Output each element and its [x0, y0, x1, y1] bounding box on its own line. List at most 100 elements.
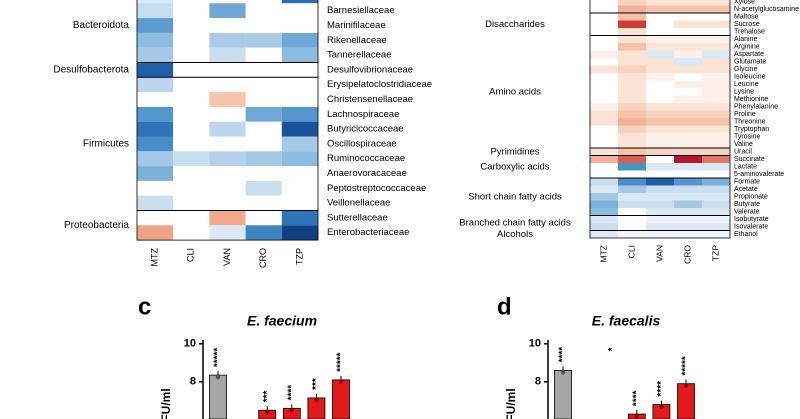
heatmap-cell — [646, 20, 674, 28]
heatmap-cell — [281, 3, 318, 19]
heatmap-cell — [245, 32, 282, 48]
row-label: Butyrate — [734, 201, 760, 208]
chart-title: E. faecalis — [592, 313, 661, 329]
heatmap-cell — [281, 32, 318, 48]
heatmap-cell — [137, 32, 174, 48]
row-label: Tyrosine — [734, 134, 761, 141]
heatmap-cell — [702, 140, 730, 148]
heatmap-cell — [618, 103, 646, 111]
heatmap-cell — [674, 200, 702, 208]
column-label: MTZ — [598, 245, 608, 262]
heatmap-cell — [173, 32, 210, 48]
heatmap-cell — [173, 121, 210, 137]
y-axis-label: FU/ml — [159, 388, 173, 419]
heatmap-cell — [646, 50, 674, 58]
heatmap-cell — [209, 0, 246, 4]
heatmap-cell — [618, 208, 646, 216]
heatmap-cell — [173, 136, 210, 152]
heatmap-cell — [281, 180, 318, 196]
heatmap-cell — [674, 110, 702, 118]
heatmap-cell — [590, 230, 618, 238]
heatmap-cell — [702, 110, 730, 118]
heatmap-cell — [646, 118, 674, 126]
heatmap-cell — [646, 178, 674, 186]
row-label: Tannerellaceae — [327, 50, 391, 61]
heatmap-cell — [646, 125, 674, 133]
significance-label: *** — [311, 378, 322, 390]
heatmap-border — [589, 0, 731, 239]
heatmap-cell — [245, 195, 282, 211]
heatmap-cell — [702, 193, 730, 201]
heatmap-cell — [618, 178, 646, 186]
heatmap-cell — [674, 80, 702, 88]
row-label: Oscillospiraceae — [327, 138, 397, 149]
heatmap-cell — [646, 95, 674, 103]
heatmap-cell — [590, 193, 618, 201]
heatmap-cell — [137, 180, 174, 196]
heatmap-cell — [702, 5, 730, 13]
heatmap-cell — [590, 148, 618, 156]
heatmap-cell — [173, 77, 210, 93]
heatmap-cell — [618, 5, 646, 13]
heatmap-cell — [281, 92, 318, 107]
row-label: Rikenellaceae — [327, 35, 387, 46]
heatmap-cell — [281, 121, 318, 137]
heatmap-cell — [646, 103, 674, 111]
heatmap-cell — [618, 185, 646, 193]
row-label: Glutamate — [734, 59, 766, 66]
group-label: Carboxylic acids — [480, 161, 549, 172]
chart-title: E. faecium — [247, 313, 317, 329]
heatmap-cell — [674, 140, 702, 148]
heatmap-cell — [618, 80, 646, 88]
heatmap-cell — [674, 28, 702, 36]
heatmap-cell — [281, 136, 318, 152]
column-label: TZP — [294, 248, 304, 265]
row-label: Sutterellaceae — [327, 212, 388, 223]
row-label: Lactate — [734, 164, 757, 171]
heatmap-cell — [137, 195, 174, 211]
heatmap-cell — [646, 230, 674, 238]
heatmap-cell — [245, 62, 282, 78]
heatmap-cell — [702, 223, 730, 231]
row-label: Threonine — [734, 119, 766, 126]
data-point — [659, 404, 664, 409]
heatmap-cell — [702, 163, 730, 171]
bar — [554, 369, 572, 419]
heatmap-cell — [702, 148, 730, 156]
heatmap-cell — [646, 215, 674, 223]
heatmap-cell — [702, 58, 730, 66]
row-label: Isovalerate — [734, 224, 768, 231]
row-label: Valerate — [734, 209, 760, 216]
heatmap-cell — [209, 106, 246, 122]
panel-label: c — [138, 293, 151, 320]
heatmap-cell — [245, 121, 282, 137]
heatmap-cell — [646, 185, 674, 193]
heatmap-cell — [173, 225, 210, 241]
significance-label: ***** — [681, 356, 692, 376]
heatmap-cell — [618, 215, 646, 223]
heatmap-cell — [702, 208, 730, 216]
row-label: Ruminococcaceae — [327, 153, 405, 164]
row-label: Peptostreptococcaceae — [327, 183, 426, 194]
heatmap-cell — [618, 13, 646, 21]
row-label: Methionine — [734, 96, 768, 103]
row-label: Lysine — [734, 89, 754, 96]
y-tick-label: 10 — [184, 338, 196, 350]
heatmap-cell — [209, 225, 246, 241]
heatmap-cell — [646, 5, 674, 13]
heatmap-cell — [674, 163, 702, 171]
heatmap-cell — [281, 47, 318, 63]
heatmap-cell — [674, 178, 702, 186]
heatmap-cell — [702, 13, 730, 21]
row-label: Ethanol — [734, 231, 758, 238]
row-label: Tryptophan — [734, 126, 769, 133]
heatmap-cell — [618, 200, 646, 208]
heatmap-cell — [646, 163, 674, 171]
heatmap-cell — [646, 0, 674, 6]
heatmap-cell — [674, 230, 702, 238]
heatmap-cell — [618, 140, 646, 148]
significance-label: **** — [656, 381, 667, 397]
heatmap-cell — [674, 118, 702, 126]
data-point — [634, 413, 639, 419]
heatmap-cell — [674, 103, 702, 111]
